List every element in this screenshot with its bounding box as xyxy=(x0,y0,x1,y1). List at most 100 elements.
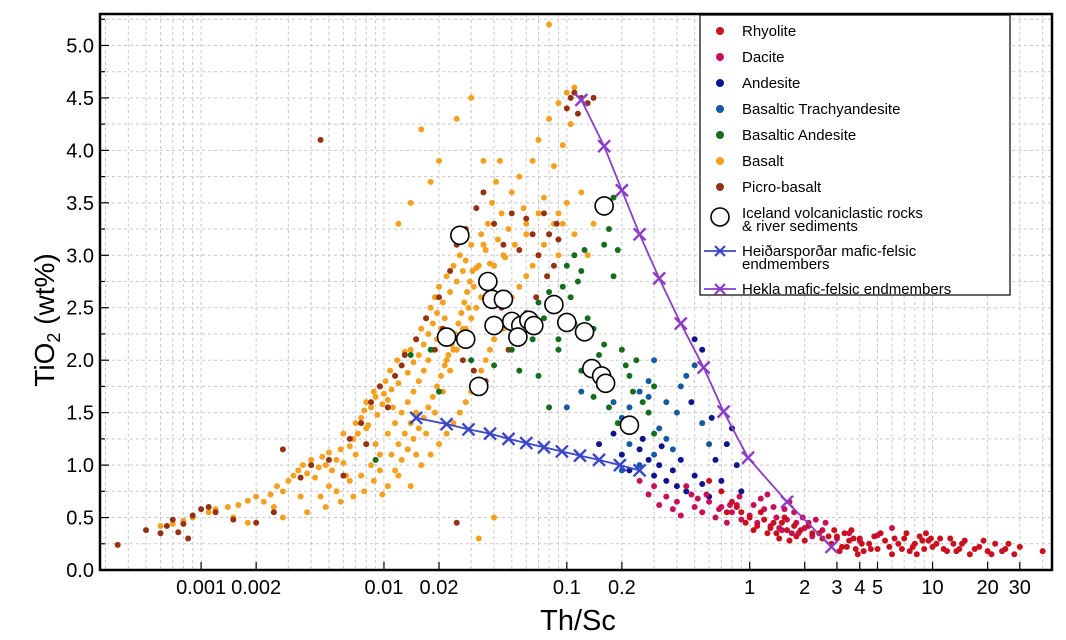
y-tick-label: 3.5 xyxy=(66,193,94,215)
data-point xyxy=(699,509,706,516)
data-point xyxy=(398,362,405,369)
data-point xyxy=(891,535,898,542)
data-point xyxy=(540,315,547,322)
data-point xyxy=(235,501,242,508)
sample-circle xyxy=(557,312,577,333)
legend-circle xyxy=(710,207,730,227)
data-point xyxy=(376,467,383,474)
data-point xyxy=(374,411,381,418)
data-point xyxy=(567,294,574,301)
legend-item: Basaltic Andesite xyxy=(716,127,856,144)
axes: 0.00.51.01.52.02.53.03.54.04.55.00.001 0.… xyxy=(66,12,1054,599)
y-tick-label: 1.5 xyxy=(66,403,94,425)
legend-dot xyxy=(716,157,724,165)
data-point xyxy=(764,530,771,537)
x-tick-label: 0.01 xyxy=(364,577,403,599)
data-point xyxy=(639,399,646,406)
data-point xyxy=(535,210,542,217)
data-point xyxy=(622,362,629,369)
data-point xyxy=(413,336,420,343)
data-point xyxy=(368,399,375,406)
data-point xyxy=(770,519,777,526)
sample-circle xyxy=(493,289,514,310)
data-point xyxy=(401,430,408,437)
data-point xyxy=(425,404,432,411)
x-marker xyxy=(716,404,731,419)
data-point xyxy=(688,491,695,498)
data-point xyxy=(480,241,487,248)
y-tick-label: 4.5 xyxy=(66,88,94,110)
data-point xyxy=(867,546,874,553)
x-marker xyxy=(461,422,476,437)
data-point xyxy=(358,472,365,479)
data-point xyxy=(253,493,260,500)
data-point xyxy=(544,273,551,280)
data-point xyxy=(645,393,652,400)
legend-dot xyxy=(716,183,724,191)
data-point xyxy=(505,226,512,233)
data-point xyxy=(699,480,706,487)
data-point xyxy=(901,535,908,542)
data-point xyxy=(533,294,540,301)
data-point xyxy=(677,383,684,390)
data-point xyxy=(874,546,881,553)
data-point xyxy=(776,535,783,542)
data-point xyxy=(415,378,422,385)
x-tick-label: 0.1 xyxy=(553,577,581,599)
data-point xyxy=(224,504,231,511)
data-point xyxy=(555,210,562,217)
series-line xyxy=(415,417,640,472)
data-point xyxy=(919,537,926,544)
data-point xyxy=(267,491,274,498)
data-point xyxy=(441,362,448,369)
data-point xyxy=(523,231,530,238)
data-point xyxy=(856,535,863,542)
data-point xyxy=(484,220,491,227)
data-point xyxy=(482,247,489,254)
data-point xyxy=(723,519,730,526)
data-point xyxy=(712,456,719,463)
x-marker xyxy=(696,360,711,375)
data-point xyxy=(535,252,542,259)
data-point xyxy=(636,388,643,395)
data-point xyxy=(909,543,916,550)
legend-label: Picro-basalt xyxy=(742,179,822,196)
x-marker xyxy=(613,458,627,472)
x-marker xyxy=(501,432,516,446)
data-point xyxy=(563,199,570,206)
data-point xyxy=(418,325,425,332)
legend-dot xyxy=(716,27,724,35)
data-point xyxy=(757,509,764,516)
data-point xyxy=(850,535,857,542)
data-point xyxy=(959,540,966,547)
data-point xyxy=(550,163,557,170)
legend-label-line2: endmembers xyxy=(742,256,830,273)
data-point xyxy=(363,399,370,406)
data-point xyxy=(866,540,873,547)
data-point xyxy=(346,435,353,442)
data-point xyxy=(491,362,498,369)
data-point xyxy=(618,451,625,458)
data-point xyxy=(189,512,196,519)
data-point xyxy=(304,470,311,477)
data-point xyxy=(992,540,999,547)
data-point xyxy=(738,516,745,523)
data-point xyxy=(535,372,542,379)
data-point xyxy=(427,346,434,353)
data-point xyxy=(913,551,920,558)
data-layer xyxy=(114,21,1046,558)
y-tick-label: 0.0 xyxy=(66,560,94,582)
legend-item: Basalt xyxy=(716,153,785,170)
sample-circle xyxy=(594,196,614,216)
data-point xyxy=(860,548,867,555)
legend-label: Basaltic Andesite xyxy=(742,127,856,144)
data-point xyxy=(882,537,889,544)
data-point xyxy=(437,372,444,379)
x-tick-label: 5 xyxy=(872,577,883,599)
data-point xyxy=(618,346,625,353)
data-point xyxy=(482,357,489,364)
y-tick-label: 5.0 xyxy=(66,35,94,57)
data-point xyxy=(462,257,469,264)
legend-label: Heiðarsporðar mafic-felsic xyxy=(742,243,917,260)
